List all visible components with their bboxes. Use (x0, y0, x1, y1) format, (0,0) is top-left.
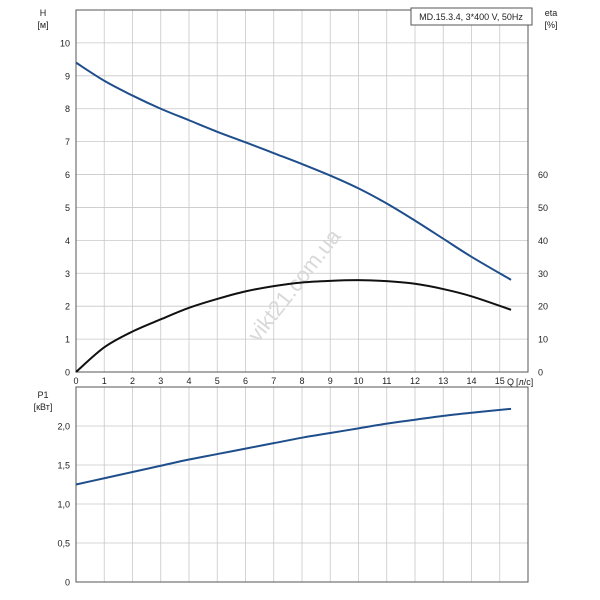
top-left-ticks: 0 1 2 3 4 5 6 7 8 9 10 (60, 38, 70, 377)
y-tick-label: 7 (65, 137, 70, 147)
y-tick-label: 6 (65, 170, 70, 180)
top-right-ticks: 0 10 20 30 40 50 60 (538, 170, 548, 377)
top-series (75, 61, 512, 373)
x-tick-label: 8 (299, 376, 304, 386)
x-tick-label: 10 (353, 376, 363, 386)
p1-tick-label: 1,0 (57, 500, 70, 510)
y-tick-label: 5 (65, 203, 70, 213)
bottom-series (75, 407, 512, 486)
chart-title: MD.15.3.4, 3*400 V, 50Hz (419, 12, 523, 22)
y-tick-label: 10 (60, 38, 70, 48)
bottom-grid (76, 387, 528, 582)
x-tick-label: 2 (130, 376, 135, 386)
x-tick-label: 0 (73, 376, 78, 386)
y-right-tick-label: 40 (538, 236, 548, 246)
x-axis-unit: [л/с] (516, 377, 533, 387)
x-tick-label: 6 (243, 376, 248, 386)
y-axis-label: H (40, 8, 47, 18)
y-right-tick-label: 10 (538, 335, 548, 345)
x-axis-label: Q (507, 377, 514, 387)
x-tick-label: 14 (466, 376, 476, 386)
p1-tick-label: 1,5 (57, 461, 70, 471)
x-tick-label: 9 (328, 376, 333, 386)
x-tick-label: 11 (382, 376, 391, 386)
head-curve (75, 61, 512, 281)
x-tick-label: 3 (158, 376, 163, 386)
y-tick-label: 8 (65, 104, 70, 114)
y-right-axis-label: eta (545, 8, 558, 18)
power-curve (75, 407, 512, 486)
y-tick-label: 0 (65, 368, 70, 378)
x-tick-label: 7 (271, 376, 276, 386)
bottom-left-ticks: 0 0,5 1,0 1,5 2,0 (57, 422, 70, 588)
x-tick-label: 12 (410, 376, 420, 386)
y-right-tick-label: 60 (538, 170, 548, 180)
y-tick-label: 1 (65, 335, 70, 345)
y-right-tick-label: 20 (538, 302, 548, 312)
top-grid (76, 10, 528, 372)
p1-tick-label: 0 (65, 578, 70, 588)
p1-tick-label: 2,0 (57, 422, 70, 432)
y-right-axis-unit: [%] (544, 20, 557, 30)
y-tick-label: 3 (65, 269, 70, 279)
y-tick-label: 2 (65, 302, 70, 312)
x-tick-label: 1 (102, 376, 107, 386)
y-tick-label: 4 (65, 236, 70, 246)
top-plot-frame (75, 9, 529, 373)
y-right-tick-label: 30 (538, 269, 548, 279)
y-axis-unit: [м] (37, 20, 48, 30)
x-axis-ticks: 0 1 2 3 4 5 6 7 8 9 10 11 12 13 14 15 (73, 376, 504, 386)
efficiency-curve (75, 279, 512, 373)
x-tick-label: 15 (495, 376, 505, 386)
y-right-tick-label: 0 (538, 368, 543, 378)
y-tick-label: 9 (65, 71, 70, 81)
x-tick-label: 13 (438, 376, 448, 386)
title-box (410, 7, 533, 26)
p1-tick-label: 0,5 (57, 539, 70, 549)
x-tick-label: 4 (186, 376, 191, 386)
x-tick-label: 5 (215, 376, 220, 386)
p1-axis-unit: [кВт] (34, 402, 53, 412)
y-right-tick-label: 50 (538, 203, 548, 213)
p1-axis-label: P1 (37, 390, 48, 400)
